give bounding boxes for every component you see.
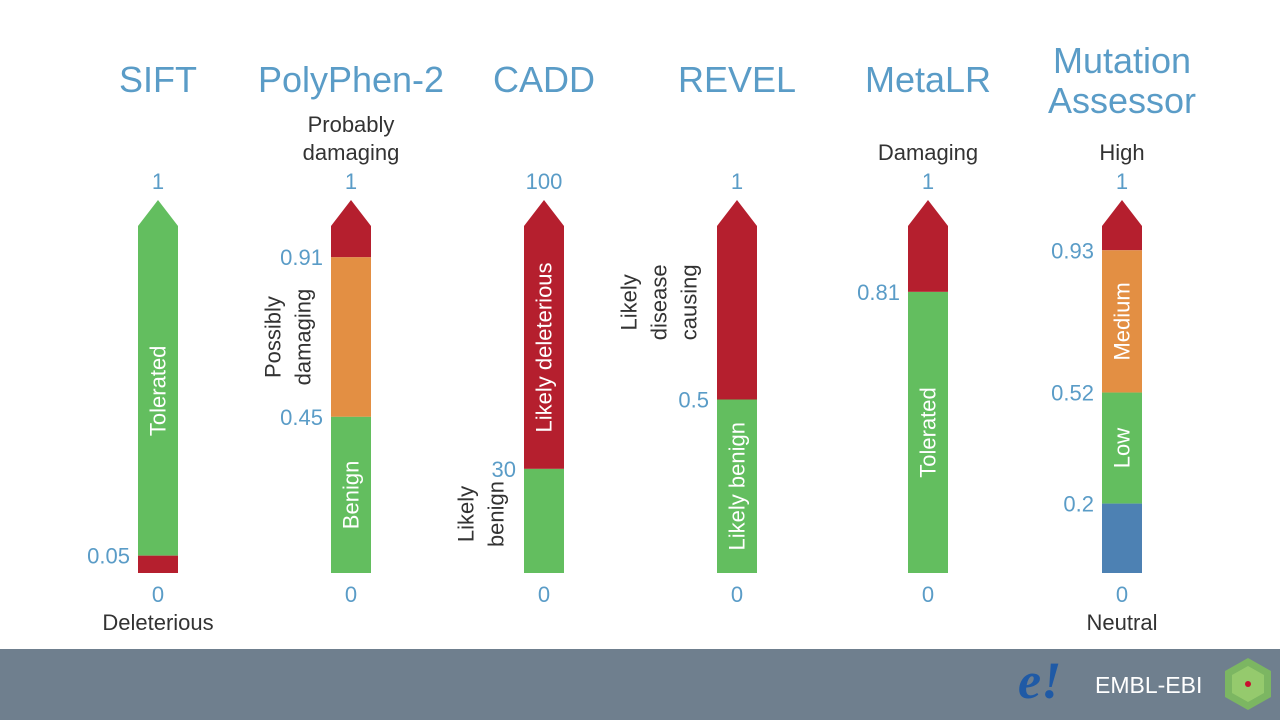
embl-logo-letters: e! [1018,653,1062,710]
polyphen-segment-green [331,416,371,573]
mutation-assessor-bottom-label: Neutral [1087,610,1158,635]
metalr-tick-top: 1 [922,169,934,194]
polyphen-top-label-line: damaging [303,140,400,165]
metalr-segment-red [908,200,948,292]
mutation-assessor-tick-bottom: 0 [1116,582,1128,607]
metalr-title: MetaLR [865,59,991,100]
sift-tick-label: 0.05 [87,544,130,569]
revel-tick-label: 0.5 [678,388,709,413]
sift-title: SIFT [119,59,197,100]
metalr-tick-label: 0.81 [857,280,900,305]
sift-segment-red [138,555,178,573]
polyphen-segment-label: Benign [339,461,364,530]
mutation-assessor-segment-blue [1102,503,1142,573]
cadd-tick-top: 100 [526,169,563,194]
revel-segment-red [717,200,757,400]
cadd-title: CADD [493,59,595,100]
mutation-assessor-top-label: High [1099,140,1144,165]
mutation-assessor-segment-label: Low [1110,428,1135,468]
mutation-assessor-title-line: Mutation [1053,40,1191,81]
sift-bottom-label: Deleterious [102,610,213,635]
metalr-top-label: Damaging [878,140,978,165]
mutation-assessor-segment-green [1102,392,1142,504]
revel-tick-bottom: 0 [731,582,743,607]
cadd-tick-label: 30 [492,457,516,482]
polyphen-segment-red [331,200,371,258]
mutation-assessor-title-line: Assessor [1048,80,1196,121]
mutation-assessor-segment-orange [1102,250,1142,393]
polyphen-side-label-line: Possibly [261,296,286,378]
mutation-assessor-segment-red [1102,200,1142,251]
sift-tick-bottom: 0 [152,582,164,607]
cadd-tick-bottom: 0 [538,582,550,607]
sift-tick-top: 1 [152,169,164,194]
metalr-segment-green [908,291,948,573]
mutation-assessor-tick-label: 0.93 [1051,238,1094,263]
cadd-segment-label: Likely deleterious [532,262,557,432]
embl-ebi-brand: EMBL-EBI [1095,672,1203,698]
mutation-assessor-segment-label: Medium [1110,282,1135,360]
mutation-assessor-tick-label: 0.2 [1063,492,1094,517]
polyphen-tick-label: 0.91 [280,245,323,270]
polyphen-tick-top: 1 [345,169,357,194]
polyphen-segment-orange [331,257,371,417]
mutation-assessor-tick-top: 1 [1116,169,1128,194]
polyphen-tick-label: 0.45 [280,405,323,430]
metalr-tick-bottom: 0 [922,582,934,607]
hexagon-logo-icon [1225,658,1271,710]
embl-logo-mark: e! [1018,656,1061,708]
revel-side-label-line: disease [647,264,672,340]
revel-side-label-line: causing [677,264,702,340]
mutation-assessor-tick-label: 0.52 [1051,381,1094,406]
cadd-segment-red [524,200,564,469]
polyphen-side-label-line: damaging [291,289,316,386]
metalr-segment-label: Tolerated [916,387,941,478]
cadd-segment-green [524,468,564,573]
sift-segment-label: Tolerated [146,346,171,437]
revel-segment-label: Likely benign [725,422,750,550]
polyphen-title: PolyPhen-2 [258,59,444,100]
revel-side-label-line: Likely [617,274,642,330]
polyphen-tick-bottom: 0 [345,582,357,607]
polyphen-top-label-line: Probably [308,112,395,137]
revel-tick-top: 1 [731,169,743,194]
cadd-side-label-line: Likely [454,486,479,542]
footer-bar [0,649,1280,720]
revel-segment-green [717,399,757,573]
revel-title: REVEL [678,59,796,100]
cadd-side-label-line: benign [484,481,509,547]
sift-segment-green [138,200,178,556]
